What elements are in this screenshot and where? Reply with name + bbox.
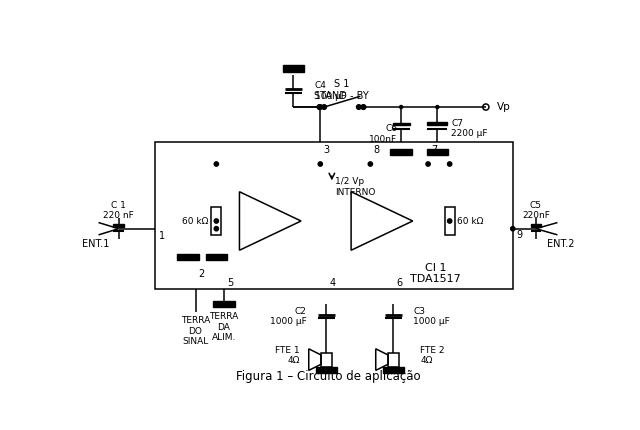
Text: TERRA
DA
ALIM.: TERRA DA ALIM.: [209, 312, 239, 342]
Text: FTE 2
4Ω: FTE 2 4Ω: [420, 346, 445, 366]
Polygon shape: [351, 192, 413, 250]
Bar: [205, 254, 227, 260]
Text: 3: 3: [323, 145, 330, 155]
Text: FTE 1
4Ω: FTE 1 4Ω: [275, 346, 300, 366]
Bar: [113, 224, 124, 227]
Text: −: −: [240, 194, 252, 208]
Bar: [427, 149, 448, 155]
Text: +: +: [351, 234, 363, 248]
Text: 2: 2: [198, 269, 205, 279]
Circle shape: [318, 105, 323, 109]
Text: 4: 4: [330, 278, 335, 288]
Text: −: −: [351, 194, 363, 208]
Circle shape: [214, 219, 218, 223]
Text: +: +: [240, 234, 252, 248]
Text: S 1
STAND - BY: S 1 STAND - BY: [314, 79, 369, 101]
Circle shape: [356, 105, 361, 109]
Bar: [383, 367, 404, 374]
Bar: [388, 353, 399, 366]
Bar: [390, 149, 412, 155]
Bar: [283, 65, 304, 72]
Text: 9: 9: [516, 230, 522, 240]
Circle shape: [214, 227, 218, 231]
Text: C 1
220 nF: C 1 220 nF: [103, 200, 134, 220]
Text: 20 dB: 20 dB: [370, 213, 398, 223]
Text: TERRA
DO
SINAL: TERRA DO SINAL: [181, 316, 210, 346]
Text: 6: 6: [397, 278, 403, 288]
Circle shape: [399, 105, 403, 109]
Circle shape: [214, 162, 218, 166]
Polygon shape: [239, 192, 301, 250]
Text: 20 dB: 20 dB: [259, 213, 287, 223]
Text: 60 kΩ: 60 kΩ: [458, 216, 484, 225]
Text: ENT.2: ENT.2: [547, 239, 574, 249]
Text: C7
2200 µF: C7 2200 µF: [451, 119, 488, 138]
Text: 8: 8: [373, 145, 380, 155]
Text: 7: 7: [431, 145, 437, 155]
Text: 5: 5: [227, 278, 234, 288]
Bar: [321, 353, 332, 366]
Bar: [393, 123, 410, 125]
Bar: [213, 301, 235, 307]
Bar: [316, 367, 337, 374]
Circle shape: [426, 162, 430, 166]
Text: C4
100 µF: C4 100 µF: [315, 81, 346, 101]
Bar: [211, 207, 221, 235]
Circle shape: [318, 162, 323, 166]
Text: C2
1000 µF: C2 1000 µF: [269, 307, 307, 326]
Bar: [531, 224, 541, 227]
Text: CI 1
TDA1517: CI 1 TDA1517: [410, 263, 461, 284]
Text: Figura 1 – Circuito de aplicação: Figura 1 – Circuito de aplicação: [236, 370, 420, 383]
Bar: [155, 142, 513, 289]
Text: C6
100nF: C6 100nF: [369, 124, 397, 144]
Text: C3
1000 µF: C3 1000 µF: [413, 307, 450, 326]
Text: ENT.1: ENT.1: [82, 239, 109, 249]
Circle shape: [362, 105, 365, 109]
Circle shape: [322, 105, 326, 109]
Circle shape: [436, 105, 439, 109]
Circle shape: [447, 219, 452, 223]
Circle shape: [447, 162, 452, 166]
Circle shape: [368, 162, 372, 166]
Bar: [445, 207, 454, 235]
Circle shape: [511, 227, 515, 231]
Text: 60 kΩ: 60 kΩ: [182, 216, 209, 225]
Text: 1: 1: [159, 231, 166, 241]
Bar: [428, 123, 447, 125]
Text: Vp: Vp: [497, 102, 510, 112]
Bar: [177, 254, 198, 260]
Text: 1/2 Vp
INTERNO: 1/2 Vp INTERNO: [335, 178, 375, 197]
Text: C5
220nF: C5 220nF: [522, 200, 550, 220]
